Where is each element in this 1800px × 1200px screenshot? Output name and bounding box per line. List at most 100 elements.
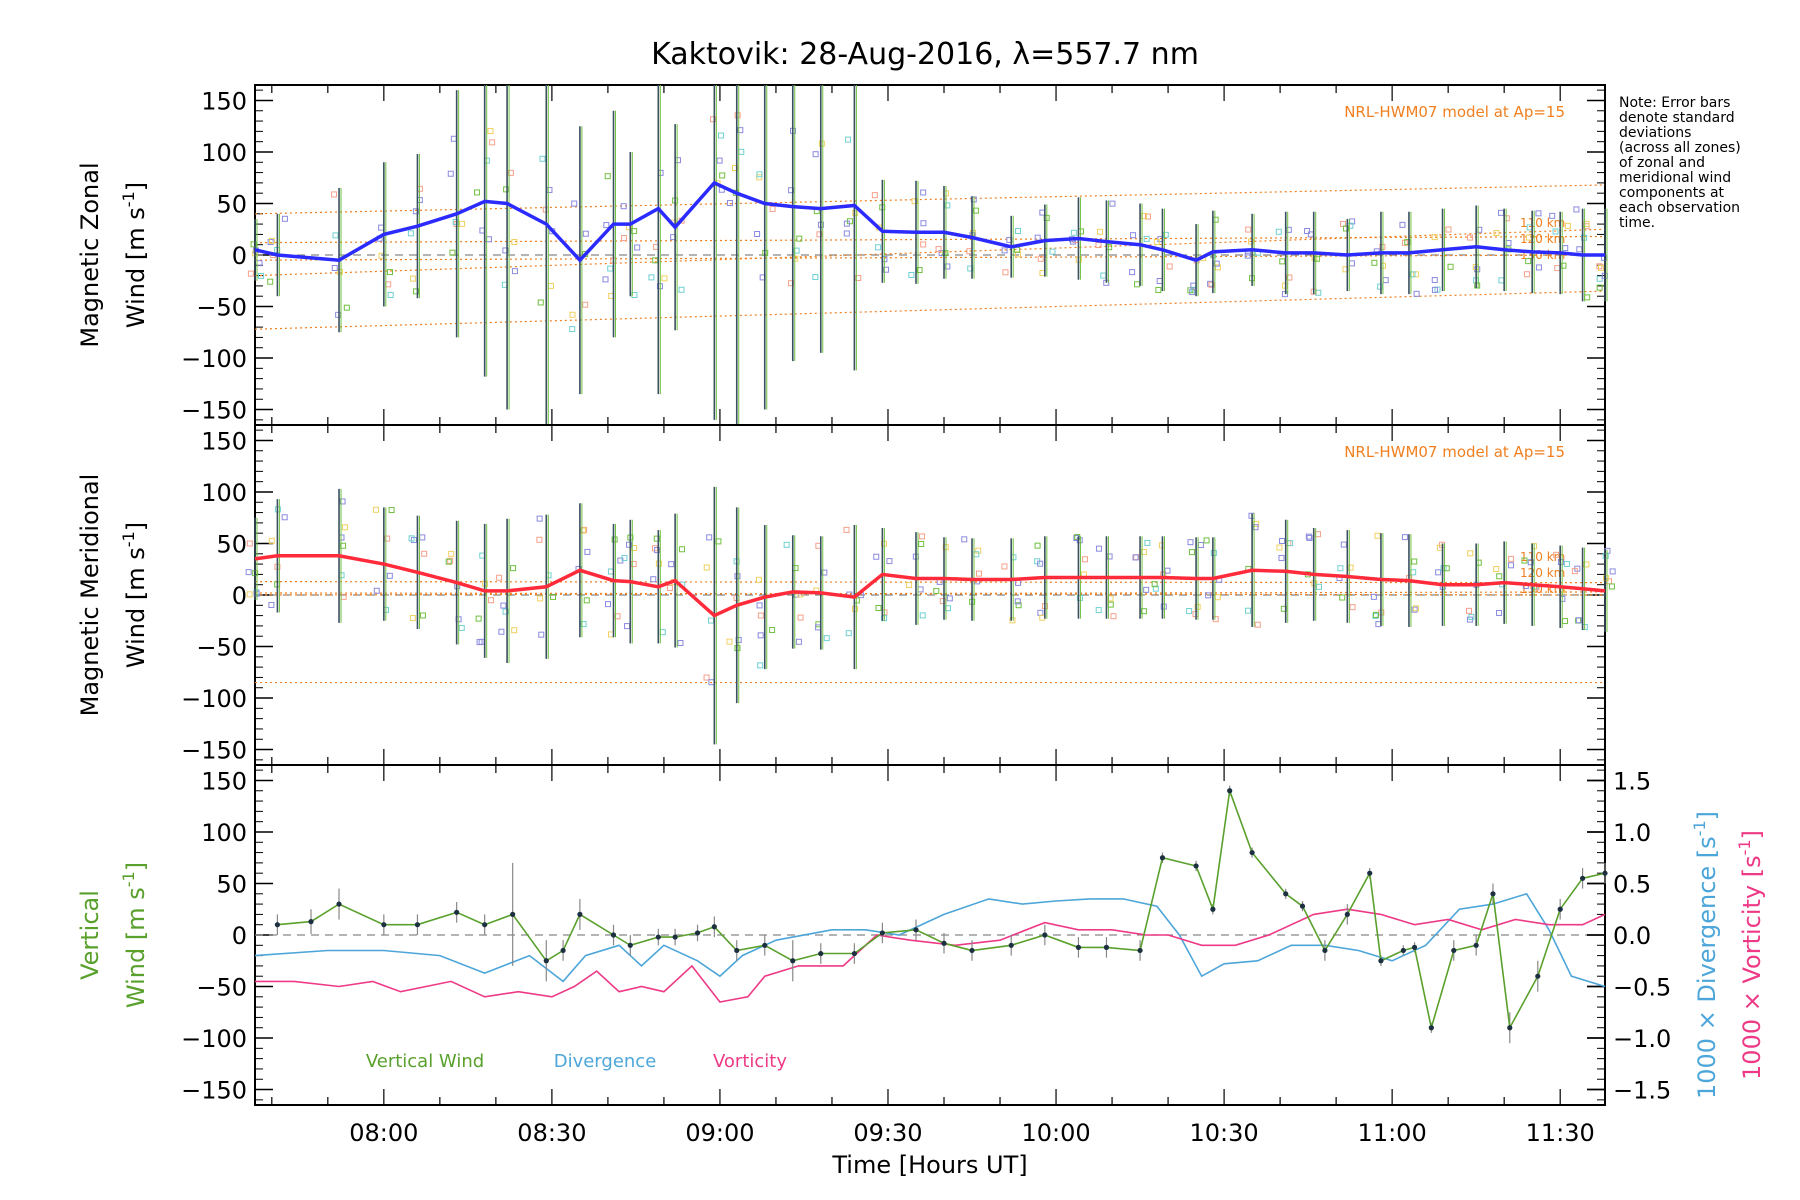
zone-marker: [1214, 264, 1221, 271]
zone-marker: [1134, 281, 1141, 288]
zone-marker: [447, 170, 454, 177]
zone-marker: [654, 547, 661, 554]
zone-marker: [1078, 228, 1085, 235]
y2-tick-label: −1.0: [1613, 1025, 1671, 1053]
zone-marker: [757, 612, 764, 619]
note-line: time.: [1619, 215, 1656, 231]
y2-tick-label: 1.5: [1613, 767, 1651, 795]
zone-marker: [511, 238, 518, 245]
zone-marker: [413, 288, 420, 295]
zone-marker: [620, 203, 627, 210]
zone-marker: [944, 202, 951, 209]
zone-marker: [1076, 537, 1083, 544]
zone-marker: [507, 169, 514, 176]
zone-marker: [258, 272, 265, 279]
zone-marker: [1278, 554, 1285, 561]
zone-marker: [1107, 601, 1114, 608]
note-line: denote standard: [1619, 110, 1735, 126]
vertical-wind-point: [1507, 1025, 1513, 1031]
zone-marker: [1143, 586, 1150, 593]
zone-marker: [1505, 240, 1512, 247]
zone-marker: [421, 550, 428, 557]
zone-marker: [1276, 544, 1283, 551]
vertical-wind-point: [308, 919, 314, 925]
panel-vertical: −150 −100 −50 0 50 100 150 Vertical Wind [m s-1]…: [76, 764, 1766, 1179]
y-tick-label: 50: [216, 870, 247, 898]
zone-marker: [1401, 534, 1408, 541]
zone-marker: [372, 506, 379, 513]
panel-meridional: −150 −100 −50 0 50 100 150 Magnetic Meridional W…: [76, 424, 1616, 766]
zone-marker: [634, 244, 641, 251]
zone-marker: [1097, 228, 1104, 235]
vertical-wind-point: [734, 947, 740, 954]
zone-marker: [1212, 616, 1219, 623]
zone-marker: [1144, 213, 1151, 220]
y2-tick-label: 0.0: [1613, 922, 1651, 950]
zone-marker: [1129, 269, 1136, 276]
zone-marker: [268, 601, 275, 608]
x-tick-label: 09:30: [853, 1119, 922, 1147]
zone-marker: [1410, 569, 1417, 576]
zone-marker: [792, 565, 799, 572]
zone-marker: [335, 311, 342, 318]
zone-marker: [1598, 264, 1605, 271]
y-tick-label: −100: [181, 685, 247, 713]
zone-marker: [942, 250, 949, 257]
zone-marker: [267, 239, 274, 246]
zone-marker: [458, 624, 465, 631]
y-tick-label: 100: [201, 479, 247, 507]
zone-marker: [1475, 559, 1482, 566]
zone-marker: [1413, 271, 1420, 278]
zone-marker: [1100, 272, 1107, 279]
zone-marker: [919, 533, 926, 540]
zone-marker: [706, 534, 713, 541]
zone-marker: [917, 586, 924, 593]
zone-marker: [757, 632, 764, 639]
zone-marker: [816, 231, 823, 238]
zone-marker: [408, 535, 415, 542]
zone-marker: [886, 558, 893, 565]
x-tick-label: 11:00: [1358, 1119, 1427, 1147]
zone-marker: [611, 536, 618, 543]
vertical-wind-point: [610, 932, 617, 938]
zone-marker: [1564, 222, 1571, 229]
zone-marker: [1151, 581, 1158, 588]
zone-marker: [1037, 560, 1044, 567]
vertical-wind-point: [1367, 870, 1373, 876]
zone-marker: [496, 574, 503, 581]
zone-marker: [332, 232, 339, 239]
vertical-wind-point: [510, 911, 516, 917]
zone-marker: [1130, 232, 1137, 239]
zone-marker: [875, 605, 882, 612]
legend-entry: Vorticity: [713, 1051, 787, 1072]
zone-marker: [1372, 611, 1379, 618]
zone-marker: [1508, 555, 1515, 562]
x-tick-label: 09:00: [685, 1119, 754, 1147]
zone-marker: [1210, 549, 1217, 556]
zone-marker: [1155, 286, 1162, 293]
vertical-wind-point: [1411, 944, 1418, 950]
zone-marker: [1164, 567, 1171, 574]
vertical-wind-point: [1322, 947, 1328, 954]
zone-marker: [961, 536, 968, 543]
x-tick-label: 08:00: [349, 1119, 418, 1147]
model-line: [254, 184, 1606, 215]
zone-marker: [871, 192, 878, 199]
zone-marker: [281, 215, 288, 222]
note-line: Note: Error bars: [1619, 95, 1731, 111]
model-line: [254, 592, 1606, 596]
zone-marker: [603, 222, 610, 229]
y-tick-label: 150: [201, 87, 247, 115]
zone-marker: [1493, 229, 1500, 236]
zone-marker: [1034, 542, 1041, 549]
zone-marker: [1349, 604, 1356, 611]
zone-marker: [1583, 561, 1590, 568]
zone-marker: [1576, 246, 1583, 253]
zone-marker: [1609, 568, 1616, 575]
zone-marker: [268, 237, 275, 244]
zone-marker: [1503, 215, 1510, 222]
zone-marker: [1254, 621, 1261, 628]
y-tick-label: 100: [201, 819, 247, 847]
model-altitude-label: 110 km: [1520, 216, 1565, 230]
zone-marker: [1285, 540, 1292, 547]
